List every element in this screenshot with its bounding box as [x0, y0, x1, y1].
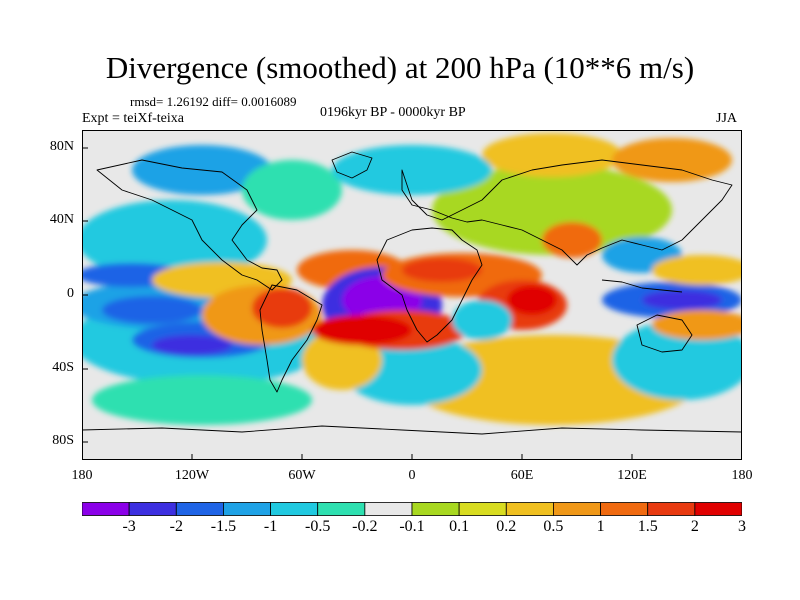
axis-ticks: [82, 147, 633, 460]
colorbar-box-4: [270, 502, 319, 516]
australia-coast: [636, 314, 693, 353]
period-label: 0196kyr BP - 0000kyr BP: [320, 105, 466, 120]
colorbar-box-2: [175, 502, 224, 516]
colorbar-box-13: [694, 502, 742, 516]
colorbar-box-1: [128, 502, 177, 516]
experiment-label: Expt = teiXf-teixa: [82, 111, 184, 126]
colorbar: [82, 502, 742, 516]
colorbar-boxes: [82, 502, 742, 516]
lat-label-80s: 80S: [52, 433, 74, 448]
colorbar-box-6: [364, 502, 413, 516]
antarctica-coast: [82, 425, 742, 435]
maritime-continent-coast: [601, 279, 683, 293]
coastlines: [82, 151, 742, 435]
colorbar-box-11: [600, 502, 649, 516]
colorbar-label: 0.1: [449, 518, 470, 535]
lat-label-40n: 40N: [49, 212, 74, 227]
north-america-coast: [96, 159, 283, 291]
colorbar-label: 1: [596, 518, 605, 535]
lat-label-eq: 0: [67, 286, 74, 301]
colorbar-label: -0.1: [399, 518, 425, 535]
lon-label-120e: 120E: [617, 468, 647, 483]
colorbar-box-12: [647, 502, 696, 516]
rmsd-diff-stats: rmsd= 1.26192 diff= 0.0016089: [130, 94, 297, 109]
colorbar-box-9: [505, 502, 554, 516]
colorbar-box-0: [82, 502, 130, 516]
colorbar-label: 2: [690, 518, 699, 535]
colorbar-label: -0.5: [305, 518, 331, 535]
lon-label-180w: 180: [71, 468, 93, 483]
colorbar-label: -2: [169, 518, 183, 535]
lon-label-60e: 60E: [510, 468, 534, 483]
eurasia-coast: [401, 159, 733, 266]
greenland-coast: [331, 151, 373, 179]
divergence-map: [82, 130, 742, 460]
lon-label-120w: 120W: [174, 468, 210, 483]
chart-title: Divergence (smoothed) at 200 hPa (10**6 …: [105, 50, 695, 85]
colorbar-label: 3: [738, 518, 746, 535]
divergence-field: [82, 133, 742, 425]
lat-label-40s: 40S: [52, 360, 74, 375]
south-america-coast: [259, 284, 323, 393]
lon-label-180e: 180: [731, 468, 753, 483]
colorbar-label: 0.2: [496, 518, 517, 535]
africa-coast: [376, 227, 483, 343]
colorbar-label: 1.5: [637, 518, 658, 535]
colorbar-box-10: [553, 502, 601, 516]
colorbar-label: -3: [122, 518, 136, 535]
lon-label-60w: 60W: [288, 468, 316, 483]
season-label: JJA: [716, 111, 738, 126]
colorbar-box-5: [317, 502, 366, 516]
colorbar-label: 0.5: [543, 518, 564, 535]
colorbar-label: -1: [263, 518, 278, 535]
lat-label-80n: 80N: [49, 139, 74, 154]
colorbar-label: -1.5: [210, 518, 237, 535]
lon-label-0: 0: [408, 468, 416, 483]
colorbar-box-7: [411, 502, 460, 516]
colorbar-label: -0.2: [352, 518, 378, 535]
colorbar-box-3: [223, 502, 271, 516]
colorbar-box-8: [458, 502, 507, 516]
